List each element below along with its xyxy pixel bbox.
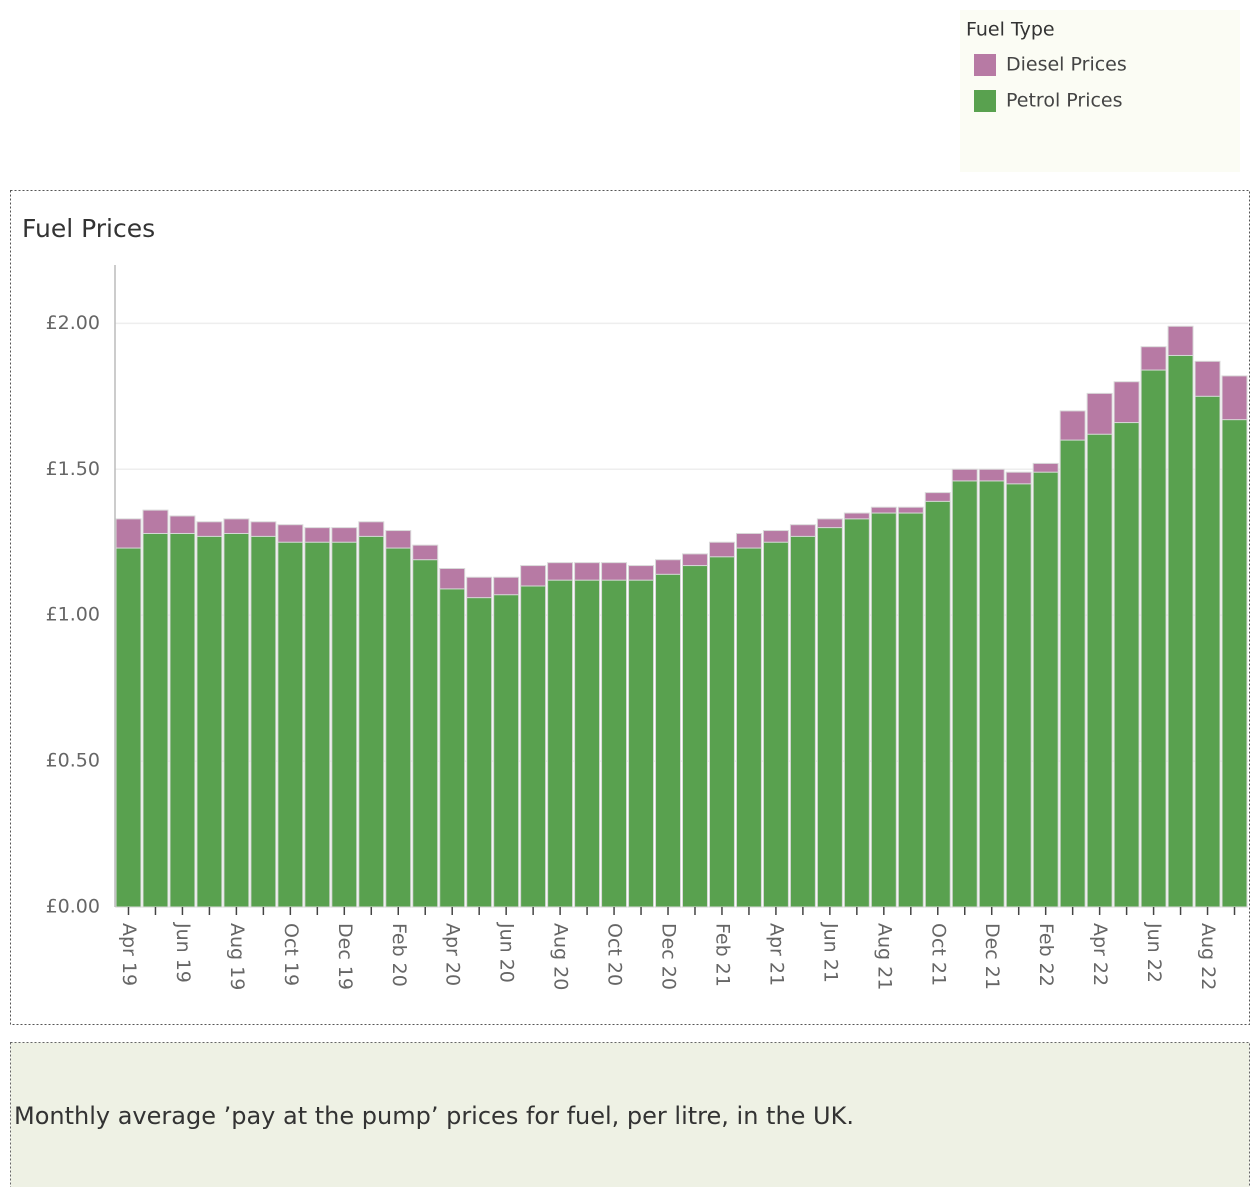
petrol-bar (951, 480, 978, 908)
petrol-bar (169, 532, 196, 908)
y-tick-label: £0.50 (46, 750, 100, 772)
x-tick-label: Aug 20 (550, 923, 572, 990)
petrol-bar (331, 541, 358, 908)
petrol-bar (358, 535, 385, 908)
petrol-bar (628, 579, 655, 908)
x-tick-label: Oct 21 (927, 923, 949, 986)
y-tick-label: £2.00 (46, 312, 100, 334)
x-tick-label: Feb 21 (711, 923, 733, 987)
x-tick-label: Apr 19 (118, 923, 140, 986)
x-tick-label: Feb 22 (1035, 923, 1057, 987)
petrol-bar (735, 547, 762, 908)
petrol-bar (682, 565, 708, 908)
petrol-bar (1059, 439, 1086, 908)
legend-panel (960, 10, 1240, 172)
petrol-bar (547, 579, 574, 908)
petrol-bar (789, 535, 816, 908)
petrol-bar (1221, 419, 1248, 908)
legend-label: Diesel Prices (1006, 54, 1127, 76)
x-tick-label: Jun 19 (172, 922, 194, 983)
x-tick-label: Dec 19 (334, 923, 356, 990)
x-tick-label: Jun 22 (1143, 922, 1165, 983)
y-tick-label: £0.00 (46, 896, 100, 918)
petrol-bar (142, 532, 169, 908)
x-tick-label: Apr 22 (1089, 923, 1111, 986)
x-tick-label: Aug 21 (873, 923, 895, 990)
petrol-bar (655, 573, 681, 908)
petrol-bar (304, 541, 331, 908)
petrol-bar (223, 532, 250, 908)
legend-title: Fuel Type (966, 19, 1055, 41)
petrol-bar (1086, 433, 1113, 908)
y-tick-label: £1.00 (46, 604, 100, 626)
x-tick-label: Aug 19 (226, 923, 248, 990)
x-tick-label: Jun 20 (496, 922, 518, 983)
petrol-bar (1113, 422, 1140, 908)
petrol-bar (277, 541, 304, 908)
legend-swatch (974, 54, 996, 76)
petrol-bar (870, 512, 897, 908)
petrol-bar (897, 512, 924, 908)
petrol-bar (115, 547, 142, 908)
x-tick-label: Jun 21 (819, 922, 841, 983)
petrol-bar (978, 480, 1005, 908)
petrol-bar (196, 535, 223, 908)
x-tick-label: Dec 21 (981, 923, 1003, 990)
caption: Monthly average ’pay at the pump’ prices… (14, 1102, 854, 1130)
legend-swatch (974, 90, 996, 112)
x-tick-label: Apr 21 (765, 923, 787, 986)
x-tick-label: Oct 19 (280, 923, 302, 986)
x-tick-label: Apr 20 (442, 923, 464, 986)
petrol-bar (708, 556, 735, 908)
petrol-bar (1140, 369, 1167, 908)
chart-title: Fuel Prices (22, 214, 155, 243)
petrol-bar (924, 500, 951, 908)
petrol-bar (250, 535, 277, 908)
petrol-bar (520, 585, 547, 908)
petrol-bar (574, 579, 601, 908)
petrol-bar (439, 588, 466, 908)
x-tick-label: Feb 20 (388, 923, 410, 987)
petrol-bar (1167, 354, 1194, 908)
x-tick-label: Dec 20 (658, 923, 680, 990)
petrol-bar (1032, 471, 1059, 908)
petrol-bar (412, 559, 439, 908)
caption-panel (10, 1042, 1250, 1187)
petrol-bar (601, 579, 628, 908)
petrol-bar (466, 597, 493, 908)
petrol-bar (843, 518, 870, 908)
legend-label: Petrol Prices (1006, 90, 1123, 112)
x-tick-label: Aug 22 (1197, 923, 1219, 990)
y-tick-label: £1.50 (46, 458, 100, 480)
petrol-bar (762, 541, 789, 908)
x-tick-label: Oct 20 (604, 923, 626, 986)
plot: £0.00 £0.50 £1.00 £1.50 £2.00 Apr 19 Jun 19 Aug… (46, 54, 1248, 990)
petrol-bar (816, 527, 843, 908)
petrol-bar (493, 594, 520, 908)
petrol-bar (1194, 395, 1221, 908)
petrol-bar (385, 547, 412, 908)
petrol-bar (1005, 483, 1032, 908)
